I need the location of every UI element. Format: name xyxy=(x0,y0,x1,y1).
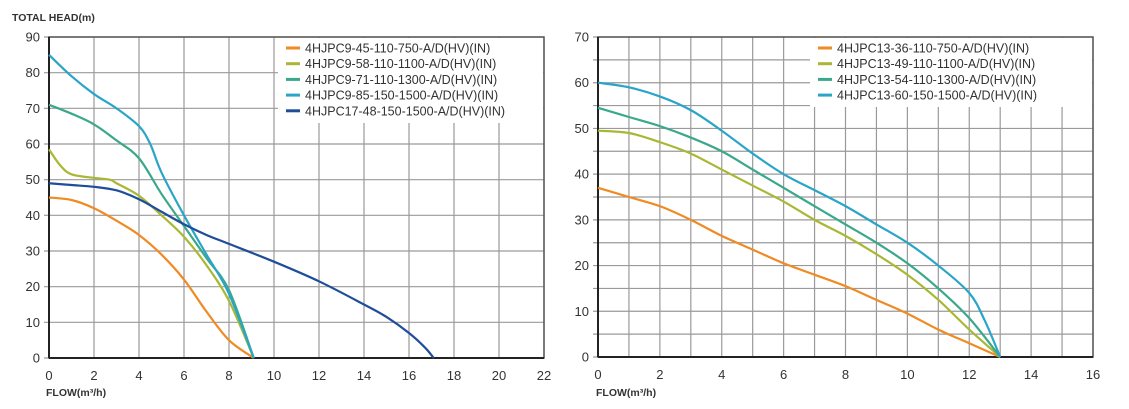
y-tick-label: 20 xyxy=(26,279,40,294)
x-tick-label: 22 xyxy=(537,368,551,383)
x-tick-label: 14 xyxy=(1024,367,1038,382)
legend-label: 4HJPC9-58-110-1100-A/D(HV)(IN) xyxy=(305,57,496,71)
series-line xyxy=(48,182,435,359)
y-tick-label: 30 xyxy=(26,244,40,259)
legend-label: 4HJPC17-48-150-1500-A/D(HV)(IN) xyxy=(305,104,505,118)
x-tick-label: 12 xyxy=(962,367,976,382)
y-tick-label: 10 xyxy=(26,315,40,330)
x-axis-label-right: FLOW(m³/h) xyxy=(596,387,656,399)
series-line xyxy=(597,81,1002,358)
y-axis-label: TOTAL HEAD(m) xyxy=(12,12,95,24)
legend-box xyxy=(278,38,543,123)
x-tick-label: 20 xyxy=(492,368,506,383)
y-tick-label: 60 xyxy=(575,75,589,90)
legend-label: 4HJPC13-49-110-1100-A/D(HV)(IN) xyxy=(837,57,1035,71)
y-tick-label: 50 xyxy=(575,121,589,136)
y-tick-label: 10 xyxy=(575,304,589,319)
y-tick-label: 20 xyxy=(575,258,589,273)
legend-label: 4HJPC9-71-110-1300-A/D(HV)(IN) xyxy=(305,73,497,87)
series-line xyxy=(597,129,1001,358)
y-tick-label: 0 xyxy=(582,350,589,365)
x-tick-label: 10 xyxy=(900,367,914,382)
x-tick-label: 14 xyxy=(357,368,371,383)
y-tick-label: 40 xyxy=(26,208,40,223)
series-line xyxy=(48,103,255,359)
chart-1: 0 2 4 6 8 10 12 14 16 18 20 22 0 10 20 30 40 50 60 70 80 90 4H… xyxy=(26,30,552,384)
x-tick-label: 2 xyxy=(90,368,97,383)
x-tick-label: 4 xyxy=(718,367,725,382)
chart-2: 0 2 4 6 8 10 12 14 16 0 10 20 30 40 50 60 70 4HJPC13-36-1… xyxy=(575,30,1101,383)
series-line xyxy=(48,54,255,359)
legend-label: 4HJPC13-54-110-1300-A/D(HV)(IN) xyxy=(837,73,1036,87)
x-tick-label: 4 xyxy=(135,368,142,383)
series-line xyxy=(48,148,255,359)
x-tick-label: 18 xyxy=(447,368,461,383)
y-tick-label: 0 xyxy=(33,351,40,366)
x-tick-label: 16 xyxy=(402,368,416,383)
x-tick-label: 6 xyxy=(180,368,187,383)
y-tick-label: 60 xyxy=(26,137,40,152)
y-tick-label: 70 xyxy=(575,30,589,45)
x-tick-label: 10 xyxy=(267,368,281,383)
legend-label: 4HJPC13-36-110-750-A/D(HV)(IN) xyxy=(837,42,1029,56)
x-tick-label: 12 xyxy=(312,368,326,383)
x-tick-label: 6 xyxy=(780,367,787,382)
legend-label: 4HJPC9-85-150-1500-A/D(HV)(IN) xyxy=(305,89,498,103)
x-axis-label-left: FLOW(m³/h) xyxy=(46,387,106,399)
y-tick-label: 50 xyxy=(26,172,40,187)
y-tick-label: 40 xyxy=(575,167,589,182)
legend-label: 4HJPC9-45-110-750-A/D(HV)(IN) xyxy=(305,42,490,56)
x-tick-label: 16 xyxy=(1086,367,1100,382)
series-line xyxy=(48,196,255,359)
series-line xyxy=(597,186,1001,359)
x-tick-label: 0 xyxy=(45,368,52,383)
y-tick-label: 90 xyxy=(26,30,40,45)
legend-box xyxy=(810,38,1092,107)
y-tick-label: 30 xyxy=(575,212,589,227)
series-line xyxy=(597,106,1002,358)
y-tick-label: 80 xyxy=(26,65,40,80)
x-tick-label: 8 xyxy=(225,368,232,383)
x-tick-label: 2 xyxy=(656,367,663,382)
legend-label: 4HJPC13-60-150-1500-A/D(HV)(IN) xyxy=(837,89,1037,103)
x-tick-label: 0 xyxy=(594,367,601,382)
y-tick-label: 70 xyxy=(26,101,40,116)
x-tick-label: 8 xyxy=(842,367,849,382)
